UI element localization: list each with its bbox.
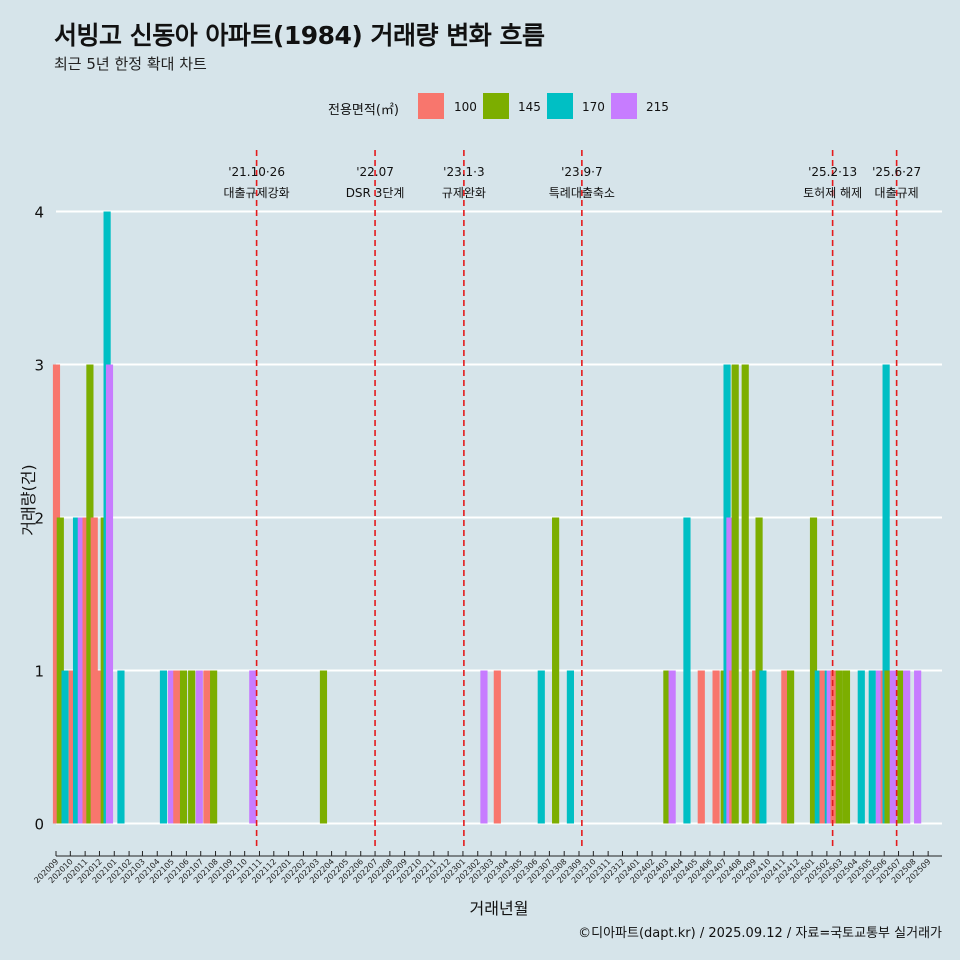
chart-title: 서빙고 신동아 아파트(1984) 거래량 변화 흐름 bbox=[54, 21, 545, 50]
legend-key-170 bbox=[547, 93, 573, 119]
y-tick-label: 3 bbox=[34, 357, 44, 375]
bar bbox=[830, 670, 838, 824]
event-date-label: '22.07 bbox=[356, 165, 394, 179]
bar bbox=[897, 670, 905, 824]
legend-label-100: 100 bbox=[454, 100, 477, 114]
y-tick-label: 1 bbox=[34, 663, 44, 681]
bar bbox=[117, 670, 125, 824]
bar bbox=[105, 364, 114, 824]
event-date-label: '25.2·13 bbox=[808, 165, 857, 179]
legend-key-215 bbox=[611, 93, 637, 119]
bar bbox=[159, 670, 168, 824]
bar bbox=[826, 670, 834, 824]
bar bbox=[731, 364, 739, 824]
y-tick-label: 2 bbox=[34, 510, 44, 528]
bar bbox=[668, 670, 676, 824]
bar bbox=[889, 670, 897, 824]
bar bbox=[903, 670, 911, 824]
bar bbox=[210, 670, 218, 824]
bar bbox=[173, 670, 181, 824]
legend-label-170: 170 bbox=[582, 100, 605, 114]
bar bbox=[537, 670, 545, 824]
bar bbox=[566, 670, 574, 824]
legend: 전용면적(㎡) 100 145 170 215 bbox=[0, 91, 960, 123]
bar bbox=[868, 670, 876, 824]
legend-label-145: 145 bbox=[518, 100, 541, 114]
legend-key-100 bbox=[418, 93, 444, 119]
event-date-label: '25.6·27 bbox=[872, 165, 921, 179]
bar bbox=[480, 670, 488, 824]
bar bbox=[168, 670, 176, 824]
y-tick-label: 0 bbox=[34, 816, 44, 834]
event-description-label: 토허제 해제 bbox=[803, 186, 862, 200]
legend-title: 전용면적(㎡) bbox=[328, 103, 399, 118]
bar bbox=[203, 670, 211, 824]
bar bbox=[195, 670, 203, 824]
bar bbox=[697, 670, 705, 824]
legend-label-215: 215 bbox=[646, 100, 669, 114]
legend-key-145 bbox=[483, 93, 509, 119]
bar bbox=[787, 670, 795, 824]
bar bbox=[249, 670, 257, 824]
bar bbox=[319, 670, 328, 824]
event-description-label: 대출규제 bbox=[875, 186, 919, 200]
bar bbox=[814, 670, 822, 824]
bar bbox=[61, 670, 69, 824]
event-date-label: '23.9·7 bbox=[561, 165, 602, 179]
bar bbox=[552, 517, 560, 824]
chart-subtitle: 최근 5년 한정 확대 차트 bbox=[54, 55, 207, 73]
bar bbox=[188, 670, 196, 824]
bar bbox=[759, 670, 767, 824]
bar bbox=[741, 364, 749, 824]
event-description-label: 규제완화 bbox=[442, 186, 486, 200]
bar bbox=[683, 517, 691, 824]
bar bbox=[68, 670, 76, 824]
bar bbox=[82, 517, 90, 824]
bar bbox=[914, 670, 922, 824]
bar bbox=[52, 364, 61, 824]
x-axis-title: 거래년월 bbox=[470, 899, 529, 918]
event-description-label: 대출규제강화 bbox=[223, 186, 289, 200]
event-description-label: DSR 3단계 bbox=[346, 186, 405, 200]
bar bbox=[493, 670, 501, 824]
bar bbox=[819, 670, 827, 824]
source-caption: ©디아파트(dapt.kr) / 2025.09.12 / 자료=국토교통부 실… bbox=[578, 926, 942, 941]
bar bbox=[90, 517, 98, 824]
bar bbox=[663, 670, 671, 824]
y-axis-title: 거래량(건) bbox=[19, 464, 38, 535]
bar bbox=[882, 364, 890, 824]
bar bbox=[842, 670, 851, 824]
bar bbox=[77, 517, 85, 824]
bar bbox=[884, 670, 892, 824]
event-date-label: '21.10·26 bbox=[228, 165, 285, 179]
bar bbox=[86, 364, 94, 824]
bar bbox=[781, 670, 789, 824]
bar bbox=[875, 670, 884, 824]
bar bbox=[809, 517, 818, 824]
bar bbox=[72, 517, 81, 824]
bar bbox=[179, 670, 188, 824]
bar bbox=[835, 670, 843, 824]
event-description-label: 특례대출축소 bbox=[549, 186, 615, 200]
bar bbox=[755, 517, 763, 824]
y-tick-label: 4 bbox=[34, 204, 44, 222]
bar bbox=[712, 670, 720, 824]
event-date-label: '23.1·3 bbox=[443, 165, 484, 179]
bar bbox=[857, 670, 865, 824]
bar bbox=[56, 517, 64, 824]
